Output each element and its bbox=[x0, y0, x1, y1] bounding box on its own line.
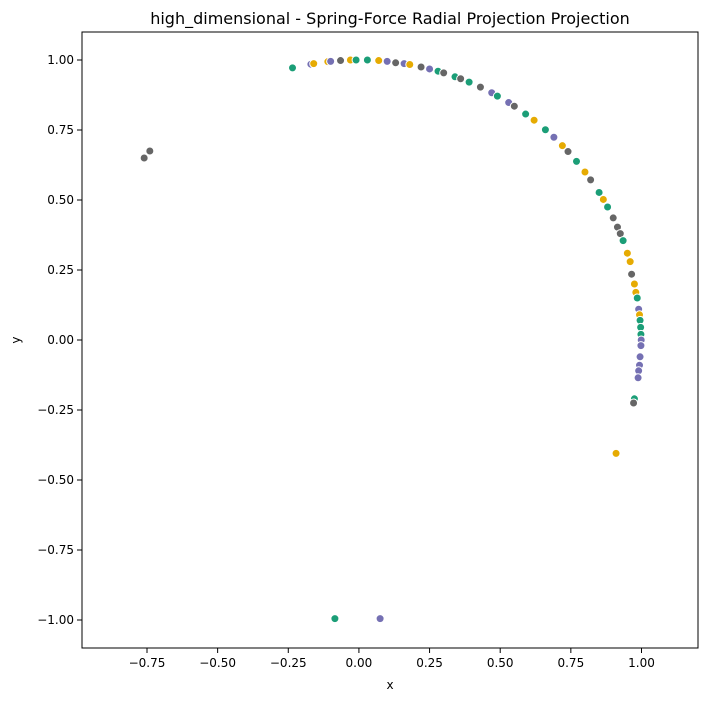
data-point bbox=[603, 202, 613, 212]
data-point bbox=[529, 115, 539, 125]
data-point bbox=[336, 56, 346, 66]
data-point bbox=[425, 64, 435, 74]
data-point bbox=[572, 156, 581, 166]
data-point bbox=[456, 74, 466, 84]
y-tick-label: −0.50 bbox=[37, 473, 74, 487]
data-point bbox=[632, 293, 642, 303]
data-point bbox=[625, 257, 635, 267]
data-point bbox=[629, 398, 639, 408]
y-tick-label: −0.25 bbox=[37, 403, 74, 417]
data-point bbox=[629, 279, 639, 289]
data-point bbox=[326, 56, 336, 66]
data-point bbox=[288, 63, 298, 73]
data-point bbox=[618, 236, 628, 246]
data-point bbox=[439, 68, 449, 78]
plot-area bbox=[139, 55, 646, 624]
data-point bbox=[382, 56, 392, 66]
y-axis-label: y bbox=[9, 336, 23, 343]
y-axis: 1.00 0.75 0.50 0.25 0.00 −0.25 −0.50 −0.75 −1.00 bbox=[37, 53, 82, 627]
x-tick-label: 0.50 bbox=[487, 656, 514, 670]
data-point bbox=[475, 82, 485, 92]
data-point bbox=[608, 213, 618, 223]
data-point bbox=[374, 56, 384, 66]
x-tick-label: −0.25 bbox=[270, 656, 307, 670]
data-point bbox=[416, 62, 426, 72]
x-tick-label: 0.00 bbox=[346, 656, 373, 670]
x-tick-label: −0.75 bbox=[129, 656, 166, 670]
data-point bbox=[521, 109, 531, 119]
data-point bbox=[622, 248, 632, 258]
data-point bbox=[139, 153, 149, 163]
data-point bbox=[362, 55, 372, 65]
data-point bbox=[633, 373, 643, 383]
y-tick-label: 0.75 bbox=[47, 123, 74, 137]
data-point bbox=[464, 77, 474, 87]
data-point bbox=[594, 187, 604, 197]
x-axis: −0.75 −0.50 −0.25 0.00 0.25 0.50 0.75 1.00 bbox=[129, 648, 655, 670]
data-point bbox=[375, 614, 385, 624]
data-point bbox=[330, 614, 340, 624]
data-point bbox=[549, 132, 559, 142]
data-point bbox=[540, 125, 550, 135]
y-tick-label: 0.00 bbox=[47, 333, 74, 347]
data-point bbox=[611, 448, 621, 458]
data-point bbox=[598, 194, 608, 204]
data-point bbox=[145, 146, 155, 156]
chart-title: high_dimensional - Spring-Force Radial P… bbox=[150, 9, 630, 29]
x-tick-label: −0.50 bbox=[199, 656, 236, 670]
data-point bbox=[563, 147, 573, 157]
data-point bbox=[627, 269, 637, 279]
data-point bbox=[509, 101, 519, 111]
data-point bbox=[405, 59, 415, 69]
data-point bbox=[557, 141, 567, 151]
data-point bbox=[351, 55, 361, 65]
x-tick-label: 1.00 bbox=[628, 656, 655, 670]
y-tick-label: −0.75 bbox=[37, 543, 74, 557]
data-point bbox=[586, 175, 596, 185]
y-tick-label: 0.50 bbox=[47, 193, 74, 207]
y-tick-label: −1.00 bbox=[37, 613, 74, 627]
data-point bbox=[580, 167, 590, 177]
y-tick-label: 0.25 bbox=[47, 263, 74, 277]
x-tick-label: 0.75 bbox=[557, 656, 584, 670]
data-point bbox=[492, 91, 502, 101]
x-axis-label: x bbox=[386, 678, 393, 692]
y-tick-label: 1.00 bbox=[47, 53, 74, 67]
x-tick-label: 0.25 bbox=[416, 656, 443, 670]
data-point bbox=[391, 58, 401, 68]
data-point bbox=[636, 341, 646, 351]
data-point bbox=[635, 352, 645, 362]
data-point bbox=[309, 59, 319, 69]
